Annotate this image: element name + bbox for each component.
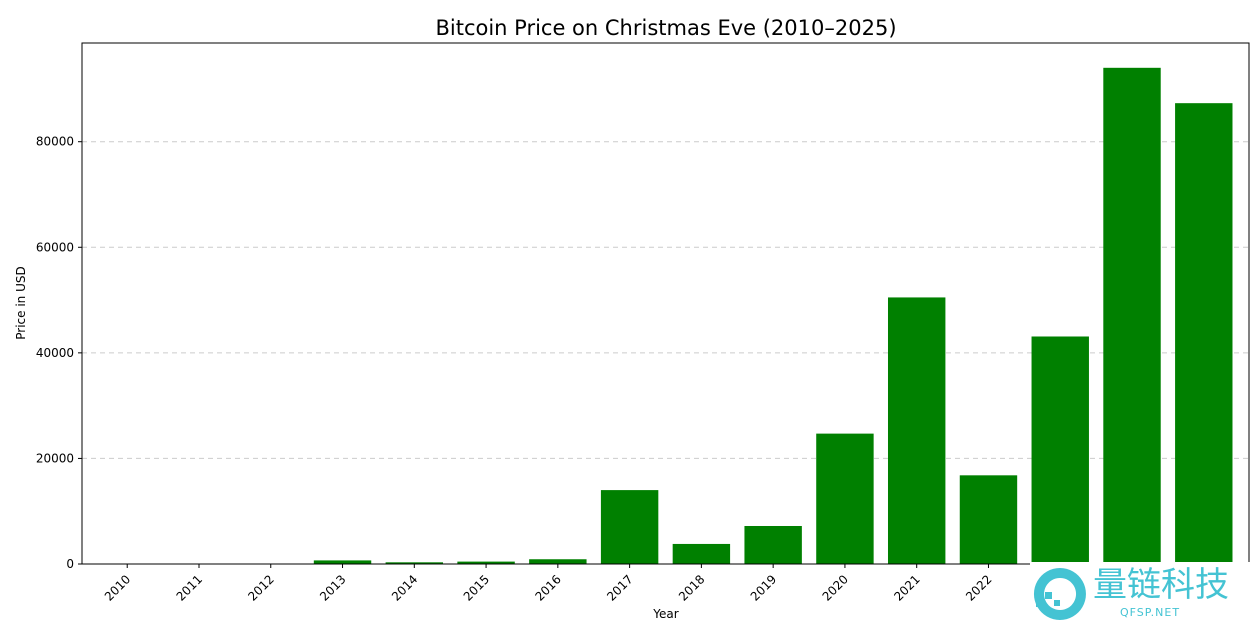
bar-2025 xyxy=(1175,103,1233,564)
watermark-text: 量链科技 xyxy=(1093,565,1229,605)
bar-2015 xyxy=(457,561,515,564)
bars-group xyxy=(98,67,1233,565)
watermark: 量链科技 QFSP.NET xyxy=(1030,562,1251,623)
watermark-logo-icon xyxy=(1033,568,1086,620)
chart-title: Bitcoin Price on Christmas Eve (2010–202… xyxy=(435,16,896,40)
bar-2023 xyxy=(1031,336,1089,564)
y-axis-ticks: 0 20000 40000 60000 80000 xyxy=(36,135,82,571)
bar-2022 xyxy=(959,475,1018,564)
watermark-subtext: QFSP.NET xyxy=(1120,606,1180,619)
bar-2014 xyxy=(385,562,444,564)
y-tick-label: 60000 xyxy=(36,240,74,254)
bar-2017 xyxy=(600,490,659,564)
x-tick-label-2015: 2015 xyxy=(461,572,492,603)
x-tick-label-2022: 2022 xyxy=(963,572,994,603)
bar-2018 xyxy=(672,543,731,564)
bar-2021 xyxy=(887,297,946,564)
x-tick-label-2017: 2017 xyxy=(604,572,635,603)
x-tick-label-2012: 2012 xyxy=(245,572,276,603)
x-tick-label-2010: 2010 xyxy=(102,572,133,603)
y-tick-label: 20000 xyxy=(36,451,74,465)
x-tick-label-2013: 2013 xyxy=(317,572,348,603)
x-axis-label: Year xyxy=(652,607,678,621)
bar-2024 xyxy=(1103,67,1161,565)
bar-2013 xyxy=(313,560,372,564)
x-tick-label-2011: 2011 xyxy=(174,572,205,603)
bar-2016 xyxy=(529,559,587,564)
x-tick-label-2016: 2016 xyxy=(532,572,563,603)
y-tick-label: 80000 xyxy=(36,135,74,149)
plot-frame xyxy=(81,42,1250,565)
x-tick-label-2021: 2021 xyxy=(891,572,922,603)
x-tick-label-2014: 2014 xyxy=(389,572,420,603)
x-tick-label-2020: 2020 xyxy=(820,572,851,603)
x-tick-label-2018: 2018 xyxy=(676,572,707,603)
x-tick-label-2019: 2019 xyxy=(748,572,779,603)
y-axis-label: Price in USD xyxy=(14,266,28,339)
y-tick-label: 40000 xyxy=(36,346,74,360)
bar-2020 xyxy=(816,433,874,564)
y-tick-label: 0 xyxy=(66,557,74,571)
bar-2019 xyxy=(744,525,802,564)
